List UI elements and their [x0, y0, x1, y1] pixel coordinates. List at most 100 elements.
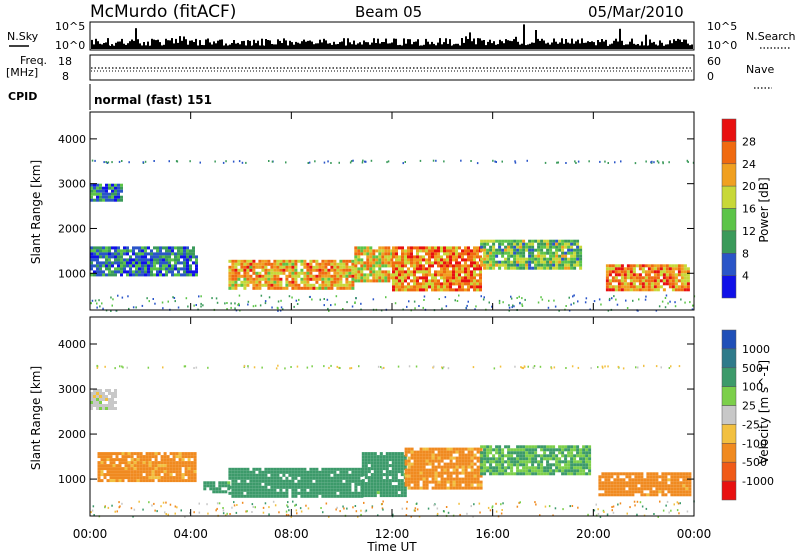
echo-cell: [674, 267, 678, 271]
echo-cell: [665, 282, 669, 286]
echo-cell: [367, 455, 371, 459]
echo-cell: [379, 452, 383, 456]
echo-cell: [300, 271, 304, 275]
echo-cell: [333, 283, 337, 287]
echo-cell: [93, 270, 96, 274]
echo-cell: [507, 451, 511, 455]
echo-cell: [370, 485, 374, 489]
echo-cell: [300, 262, 304, 266]
echo-cell: [130, 476, 134, 480]
echo-cell: [132, 273, 135, 277]
echo-cell: [108, 389, 111, 392]
echo-cell: [306, 473, 310, 477]
echo-cell: [342, 470, 346, 474]
echo-cell: [109, 476, 113, 480]
echo-cell: [623, 288, 627, 292]
echo-cell: [605, 267, 609, 271]
echo-cell: [452, 456, 456, 460]
echo-cell: [303, 491, 307, 495]
echo-speck: [660, 366, 662, 369]
echo-cell: [404, 288, 407, 292]
echo-cell: [404, 450, 408, 454]
echo-cell: [464, 447, 468, 451]
echo-cell: [367, 494, 371, 498]
echo-cell: [479, 480, 483, 484]
echo-cell: [407, 486, 411, 490]
echo-cell: [398, 270, 401, 274]
echo-cell: [483, 266, 487, 270]
x-tick-label: 00:00: [73, 527, 108, 541]
echo-speck: [115, 309, 118, 312]
echo-cell: [673, 478, 677, 482]
echo-cell: [184, 461, 188, 465]
echo-cell: [667, 490, 671, 494]
echo-cell: [598, 481, 602, 485]
echo-cell: [367, 491, 371, 495]
echo-cell: [105, 186, 108, 190]
echo-cell: [510, 451, 514, 455]
echo-cell: [588, 454, 592, 458]
echo-cell: [579, 257, 583, 261]
echo-speck: [510, 295, 512, 298]
echo-cell: [646, 487, 650, 491]
echo-cell: [243, 280, 247, 284]
echo-cell: [291, 286, 295, 290]
echo-cell: [261, 470, 265, 474]
echo-cell: [419, 276, 422, 280]
echo-cell: [357, 494, 361, 498]
echo-speck: [90, 511, 92, 514]
echo-cell: [473, 462, 477, 466]
noise-bar: [279, 40, 281, 49]
echo-cell: [570, 260, 574, 264]
echo-cell: [115, 464, 119, 468]
echo-cell: [249, 476, 253, 480]
echo-cell: [126, 246, 129, 250]
noise-bar: [485, 45, 487, 49]
time-axis-ticks: 00:00 04:00 08:00 12:00 16:00 20:00 00:00: [73, 527, 712, 541]
noise-bar: [351, 44, 353, 49]
echo-speck: [406, 305, 408, 308]
echo-cell: [306, 283, 310, 287]
echo-cell: [141, 267, 144, 271]
echo-cell: [300, 482, 304, 486]
echo-cell: [555, 463, 559, 467]
echo-cell: [130, 479, 134, 483]
echo-cell: [647, 264, 651, 268]
echo-cell: [249, 265, 253, 269]
echo-cell: [321, 470, 325, 474]
echo-cell: [570, 254, 574, 258]
echo-speck: [634, 504, 636, 507]
echo-cell: [370, 452, 374, 456]
echo-cell: [492, 242, 496, 246]
echo-cell: [437, 453, 441, 457]
echo-cell: [345, 259, 349, 263]
echo-speck: [458, 294, 460, 297]
echo-speck: [138, 500, 140, 503]
echo-cell: [163, 452, 167, 456]
echo-cell: [336, 262, 340, 266]
echo-cell: [476, 246, 479, 250]
echo-cell: [174, 273, 177, 277]
echo-cell: [151, 467, 155, 471]
echo-cell: [258, 262, 262, 266]
echo-cell: [387, 246, 391, 250]
echo-speck: [285, 510, 288, 513]
echo-speck: [612, 511, 615, 514]
echo-cell: [537, 254, 541, 258]
echo-cell: [392, 270, 395, 274]
echo-cell: [650, 264, 654, 268]
echo-cell: [282, 265, 286, 269]
echo-cell: [507, 266, 511, 270]
echo-cell: [234, 476, 238, 480]
echo-cell: [129, 255, 132, 259]
echo-cell: [391, 473, 395, 477]
echo-cell: [370, 464, 374, 468]
echo-cell: [276, 491, 280, 495]
echo-cell: [419, 249, 422, 253]
echo-cell: [183, 261, 186, 265]
echo-cell: [404, 483, 408, 487]
echo-cell: [138, 246, 141, 250]
echo-cell: [522, 266, 526, 270]
echo-cell: [324, 277, 328, 281]
echo-cell: [367, 485, 371, 489]
